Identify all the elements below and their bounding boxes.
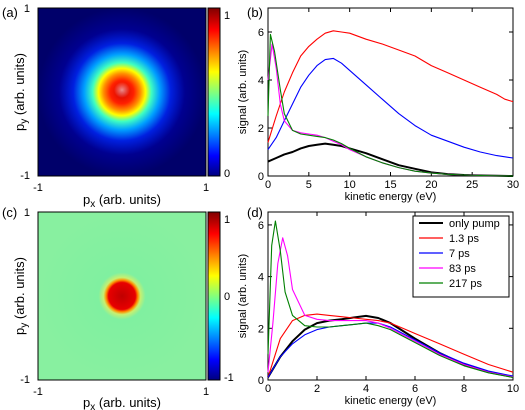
panel-c-colorbar-tick-mid: 0 xyxy=(224,291,230,303)
panel-a-ytick-bottom: -1 xyxy=(20,170,30,182)
panel-c-colorbar-tick-max: 1 xyxy=(224,214,230,226)
xtick-label: 10 xyxy=(507,383,519,395)
series-line-3 xyxy=(267,43,514,177)
panel-c: (c) 1 -1 -1 1 px (arb. units) py (arb. u… xyxy=(2,205,234,410)
plot-frame-d xyxy=(267,211,514,381)
y-axis-label: signal (arb. units) xyxy=(237,254,249,338)
panel-a-xtick-left: -1 xyxy=(33,182,43,194)
panel-c-xtick-right: 1 xyxy=(203,386,209,398)
xtick-label: 8 xyxy=(461,383,467,395)
panel-a-colorbar xyxy=(207,7,221,177)
ytick-label: 6 xyxy=(258,220,264,232)
series-line-2 xyxy=(267,57,514,159)
xtick-label: 5 xyxy=(306,179,312,191)
xtick-label: 10 xyxy=(344,179,356,191)
xtick-label: 6 xyxy=(412,383,418,395)
xtick-label: 25 xyxy=(466,179,478,191)
ytick-label: 4 xyxy=(258,75,264,87)
legend-entry-0: only pump xyxy=(449,218,500,230)
panel-c-ytick-bottom: -1 xyxy=(20,374,30,386)
panel-a-colorbar-tick-max: 1 xyxy=(224,10,230,22)
legend-entry-4: 217 ps xyxy=(449,278,483,290)
series-line-4 xyxy=(267,33,514,177)
panel-c-xtick-left: -1 xyxy=(33,386,43,398)
panel-a-ytick-top: 1 xyxy=(24,3,30,15)
xtick-label: 15 xyxy=(384,179,396,191)
series-line-3 xyxy=(267,237,514,378)
legend-entry-3: 83 ps xyxy=(449,263,476,275)
panel-c-ylabel: py (arb. units) xyxy=(12,257,30,335)
panel-c-heatmap xyxy=(37,211,207,381)
panel-c-label: (c) xyxy=(2,205,17,220)
ytick-label: 0 xyxy=(258,375,264,387)
panel-c-xlabel: px (arb. units) xyxy=(83,395,161,410)
xtick-label: 2 xyxy=(314,383,320,395)
ytick-label: 6 xyxy=(258,27,264,39)
series-line-4 xyxy=(267,220,514,378)
ytick-label: 0 xyxy=(258,171,264,183)
xtick-label: 30 xyxy=(507,179,519,191)
panel-a: (a) 1 -1 -1 1 px (arb. units) py (arb. u… xyxy=(2,3,230,210)
panel-a-ylabel: py (arb. units) xyxy=(12,53,30,131)
x-axis-label: kinetic energy (eV) xyxy=(345,191,437,203)
xtick-label: 0 xyxy=(265,383,271,395)
panel-a-center-spot xyxy=(114,82,130,98)
panel-d-label: (d) xyxy=(247,205,263,220)
panel-a-xlabel: px (arb. units) xyxy=(83,192,161,210)
x-axis-label: kinetic energy (eV) xyxy=(345,395,437,407)
xtick-label: 4 xyxy=(363,383,369,395)
xtick-label: 20 xyxy=(425,179,437,191)
ytick-label: 4 xyxy=(258,272,264,284)
panel-a-label: (a) xyxy=(2,5,18,20)
panel-b: (b) 0 5 10 15 20 25 30 0 2 4 6 kinetic energy (eV) s… xyxy=(237,5,519,203)
series-line-0 xyxy=(267,142,514,177)
ytick-label: 2 xyxy=(258,123,264,135)
panel-a-colorbar-tick-min: 0 xyxy=(224,168,230,180)
ytick-label: 2 xyxy=(258,323,264,335)
xtick-label: 0 xyxy=(265,179,271,191)
panel-b-plot: 0 5 10 15 20 25 30 0 2 4 6 kinetic energy (eV) signa… xyxy=(237,7,519,203)
legend-entry-2: 7 ps xyxy=(449,248,470,260)
legend-entry-1: 1.3 ps xyxy=(449,233,479,245)
panel-b-label: (b) xyxy=(247,5,263,20)
y-axis-label: signal (arb. units) xyxy=(237,50,249,134)
panel-c-ytick-top: 1 xyxy=(24,207,30,219)
series-line-1 xyxy=(267,30,514,143)
series-line-1 xyxy=(267,313,514,378)
panel-c-colorbar-tick-min: -1 xyxy=(224,372,234,384)
panel-a-xtick-right: 1 xyxy=(203,182,209,194)
panel-c-colorbar xyxy=(207,211,221,381)
